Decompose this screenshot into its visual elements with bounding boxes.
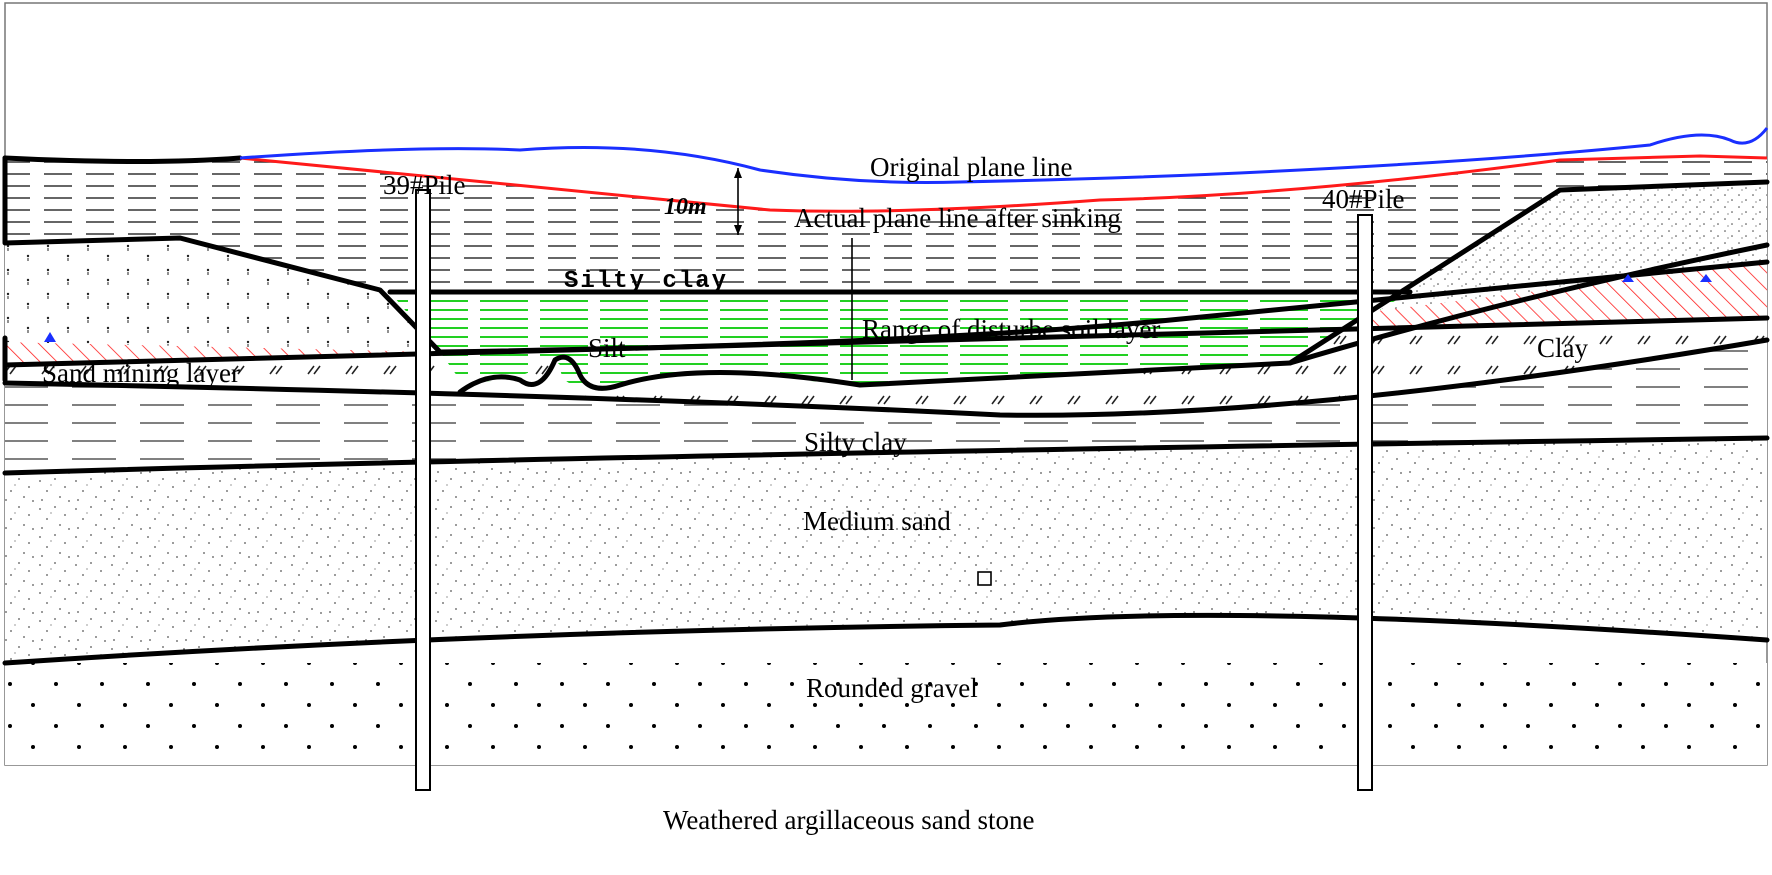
dimension-arrow-top-icon: [734, 168, 742, 178]
silty-clay-base-boundary: [2, 337, 1770, 418]
silty-clay-label: Silty clay: [804, 427, 907, 457]
wedge-boundary: [1287, 187, 1563, 366]
silty-clay-top-label: Silty clay: [564, 268, 728, 295]
dimension-arrow-bottom-icon: [734, 225, 742, 235]
pile-39-label: 39#Pile: [383, 170, 466, 200]
weathered-sandstone-layer: [5, 663, 1767, 765]
actual-plane-line: [239, 154, 1768, 213]
sand-mining-layer: [5, 238, 440, 352]
water-marker-icon: [1622, 274, 1634, 282]
original-plane-line-label: Original plane line: [870, 152, 1072, 182]
water-marker-icon: [44, 332, 56, 342]
clay-base-boundary: [2, 315, 1770, 368]
wedge-inner-boundary: [1287, 242, 1770, 366]
pile-40: [1357, 214, 1373, 791]
actual-plane-line-label: Actual plane line after sinking: [794, 203, 1121, 233]
rounded-gravel-base-boundary: [2, 612, 1770, 666]
wedge-top-boundary: [1557, 179, 1770, 193]
center-marker-icon: [977, 571, 992, 586]
dimension-label: 10m: [664, 194, 707, 220]
medium-sand-base-boundary: [2, 435, 1770, 476]
clay-layer: [5, 262, 1767, 365]
top-boundary: [2, 155, 243, 164]
rounded-gravel-layer: [5, 438, 1767, 663]
disturbed-range-label: Range of disturbe soil layer: [862, 314, 1160, 344]
clay-label: Clay: [1537, 333, 1588, 363]
silt-label: Silt: [588, 333, 626, 363]
water-marker-icon: [1700, 274, 1712, 282]
weathered-stone-label: Weathered argillaceous sand stone: [663, 805, 1034, 835]
silty-clay-top-layer: [5, 156, 1767, 292]
medium-sand-layer: [5, 340, 1767, 473]
silt-base-boundary: [457, 354, 1293, 395]
original-plane-line: [239, 127, 1769, 184]
medium-sand-label: Medium sand: [803, 506, 951, 536]
rounded-gravel-label: Rounded gravel: [806, 673, 978, 703]
pile-40-label: 40#Pile: [1322, 184, 1405, 214]
pile-39: [415, 189, 431, 791]
sand-mining-layer-label: Sand mining layer: [42, 358, 240, 388]
